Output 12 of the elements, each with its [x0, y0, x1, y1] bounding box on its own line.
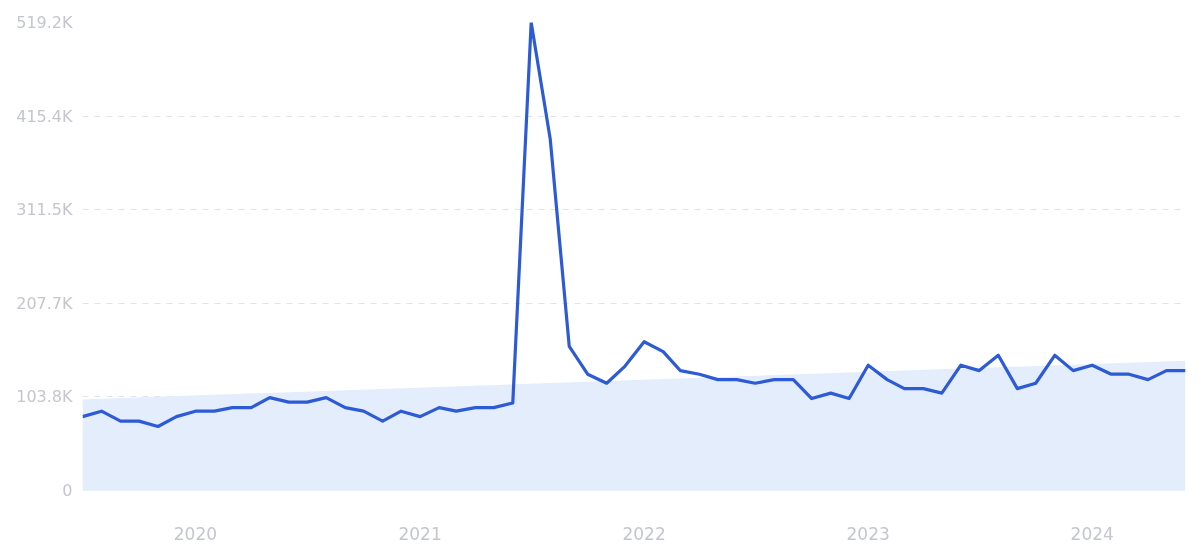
y-tick-label: 207.7K — [16, 293, 74, 313]
y-tick-label: 103.8K — [16, 387, 74, 407]
line-series — [82, 22, 1186, 429]
x-tick-label: 2022 — [622, 523, 666, 544]
y-tick-label: 519.2K — [16, 13, 74, 32]
x-tick-label: 2021 — [398, 523, 442, 544]
y-tick-label: 0 — [62, 481, 73, 500]
x-tick-label: 2020 — [173, 523, 218, 544]
y-tick-label: 415.4K — [16, 106, 74, 126]
x-tick-label: 2023 — [846, 523, 890, 544]
x-tick-label: 2024 — [1070, 523, 1114, 544]
y-tick-label: 311.5K — [16, 200, 74, 220]
